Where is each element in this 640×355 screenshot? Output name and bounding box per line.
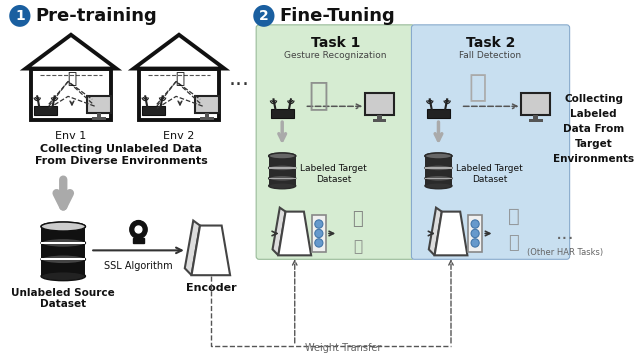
Text: 1: 1 [15,9,25,23]
Text: SSL Algorithm: SSL Algorithm [104,261,173,271]
Bar [88,96,111,113]
Polygon shape [26,35,116,69]
Text: ...: ... [228,70,250,89]
Polygon shape [278,212,311,255]
Ellipse shape [425,153,452,159]
Ellipse shape [269,175,296,181]
Bar [373,119,387,122]
FancyBboxPatch shape [256,25,414,259]
Bar [427,109,450,118]
Text: 🖐: 🖐 [309,78,329,111]
Ellipse shape [41,222,85,231]
Ellipse shape [269,183,296,189]
Ellipse shape [425,183,452,189]
Text: (Other HAR Tasks): (Other HAR Tasks) [527,248,603,257]
Ellipse shape [269,165,296,171]
Ellipse shape [41,222,85,231]
Bar [195,96,218,113]
Text: Gesture Recognization: Gesture Recognization [284,51,387,60]
Text: 🏃: 🏃 [67,71,77,86]
Bar [534,115,538,119]
Bar [522,93,550,115]
Text: Task 2: Task 2 [466,36,515,50]
Text: Collecting
Labeled
Data From
Target
Environments: Collecting Labeled Data From Target Envi… [553,94,634,164]
Polygon shape [185,220,200,275]
Polygon shape [429,208,442,255]
Circle shape [471,220,479,228]
Text: 🏃: 🏃 [508,207,520,226]
Ellipse shape [41,239,85,247]
Text: ...: ... [556,224,574,243]
Bar [365,93,394,115]
Circle shape [315,239,323,247]
Circle shape [253,5,275,27]
Bar [425,167,452,169]
Bar [269,156,296,186]
Polygon shape [435,212,467,255]
Bar [205,113,209,117]
Text: 🏃: 🏃 [175,71,184,86]
Bar [312,215,326,252]
Text: 🚶: 🚶 [508,234,519,252]
Text: 🏃: 🏃 [469,73,487,102]
Ellipse shape [41,272,85,281]
Bar [41,226,85,276]
Circle shape [9,5,31,27]
Ellipse shape [425,153,452,159]
Bar [140,69,218,120]
Bar [377,115,382,119]
Bar [468,215,483,252]
Bar [142,106,166,115]
Bar [529,119,543,122]
Circle shape [471,229,479,237]
Bar [41,258,85,260]
Bar [271,109,294,118]
Text: Encoder: Encoder [186,283,236,293]
Text: Dataset: Dataset [40,299,86,309]
Text: Pre-training: Pre-training [35,7,157,25]
Polygon shape [273,208,285,255]
Text: 🤟: 🤟 [352,209,363,228]
Text: 2: 2 [259,9,269,23]
Ellipse shape [425,165,452,171]
Text: Unlabeled Source: Unlabeled Source [12,288,115,298]
Text: Weight Transfer: Weight Transfer [305,343,381,353]
Bar [269,167,296,169]
Text: Collecting Unlabeled Data: Collecting Unlabeled Data [40,144,202,154]
Text: Labeled Target
Dataset: Labeled Target Dataset [300,164,367,184]
Circle shape [130,220,147,239]
Bar [41,242,85,244]
Ellipse shape [269,153,296,159]
Bar [269,178,296,179]
Ellipse shape [425,175,452,181]
Bar [425,178,452,179]
Circle shape [135,226,142,233]
Text: Fall Detection: Fall Detection [460,51,522,60]
Text: 👆: 👆 [353,239,362,254]
Text: Fine-Tuning: Fine-Tuning [279,7,395,25]
Bar [97,113,101,117]
Circle shape [315,229,323,237]
Text: Env 2: Env 2 [163,131,195,141]
Bar [200,117,214,120]
Ellipse shape [269,153,296,159]
FancyBboxPatch shape [412,25,570,259]
Bar [31,69,111,120]
Bar [35,106,58,115]
Polygon shape [191,225,230,275]
Text: Task 1: Task 1 [310,36,360,50]
Text: From Diverse Environments: From Diverse Environments [35,156,207,166]
Circle shape [471,239,479,247]
Circle shape [315,220,323,228]
Bar [92,117,106,120]
Ellipse shape [41,255,85,264]
Bar [132,239,144,244]
Text: Env 1: Env 1 [55,131,86,141]
Polygon shape [134,35,225,69]
Text: Labeled Target
Dataset: Labeled Target Dataset [456,164,523,184]
Bar [425,156,452,186]
